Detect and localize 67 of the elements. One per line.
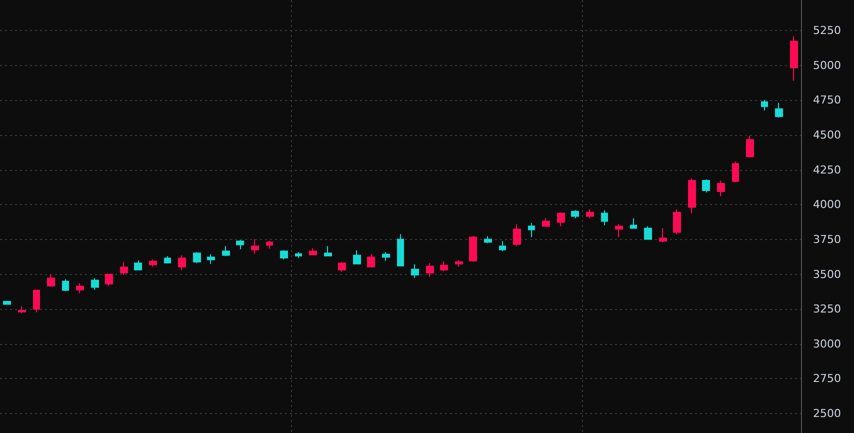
candlestick <box>18 306 26 314</box>
candlestick <box>542 218 550 227</box>
candlestick <box>266 240 273 250</box>
candlestick <box>601 210 608 226</box>
candlestick <box>440 260 448 272</box>
candlestick <box>702 178 710 193</box>
y-tick-label: 3000 <box>813 337 841 350</box>
y-tick-label: 2750 <box>813 372 841 386</box>
y-tick-label: 3500 <box>813 268 841 281</box>
candlestick <box>149 258 157 268</box>
candlestick <box>324 246 332 256</box>
candlestick <box>120 262 128 276</box>
candlestick <box>528 222 535 238</box>
candlestick <box>76 282 84 294</box>
candlestick <box>105 274 113 286</box>
candlestick <box>499 240 506 252</box>
candlestick <box>62 278 69 292</box>
candlestick <box>732 161 739 183</box>
candlestick <box>309 248 317 256</box>
candlestick <box>557 212 565 227</box>
candlestick <box>484 236 492 244</box>
candlestick <box>644 226 652 240</box>
candlestick <box>33 290 40 313</box>
candlestick <box>659 228 667 243</box>
candlestick <box>338 262 346 272</box>
candlestick <box>426 262 434 278</box>
candlestick <box>353 250 361 264</box>
candlestick <box>688 178 696 214</box>
candlestick <box>222 246 230 257</box>
y-tick-label: 2500 <box>813 407 841 420</box>
candlestick <box>455 260 463 268</box>
candlestick <box>251 238 259 254</box>
candlestick <box>615 224 623 238</box>
candlestick <box>673 208 681 235</box>
candlestick <box>630 218 637 229</box>
candlestick <box>790 36 798 82</box>
candlestick <box>411 264 419 278</box>
candlestick <box>295 252 302 258</box>
candlestick <box>178 254 186 271</box>
y-tick-label: 5250 <box>813 24 841 38</box>
candlestick <box>164 256 171 264</box>
y-tick-label: 4000 <box>813 198 841 212</box>
candlestick <box>382 252 390 262</box>
y-tick-label: 3250 <box>813 302 841 316</box>
y-tick-label: 4250 <box>813 163 841 176</box>
candlestick <box>571 210 579 219</box>
candlestick <box>469 236 477 262</box>
y-tick-label: 4500 <box>813 128 841 142</box>
candlestick <box>367 254 375 268</box>
y-tick-label: 5000 <box>813 58 841 72</box>
candlestick <box>761 99 768 112</box>
candlestick <box>397 234 404 266</box>
candlestick <box>513 224 521 247</box>
candlestick <box>91 278 99 290</box>
candlestick <box>207 254 215 264</box>
y-tick-label: 3750 <box>813 232 841 246</box>
candlestick <box>193 252 201 264</box>
candlestick <box>775 102 783 118</box>
candlestick <box>717 180 725 197</box>
y-tick-label: 4750 <box>813 94 841 107</box>
candlestick <box>236 240 244 250</box>
candlestick <box>47 274 55 286</box>
candlestick <box>3 300 11 305</box>
candlestick <box>746 135 754 158</box>
candlestick <box>134 260 142 270</box>
candlestick <box>586 208 594 219</box>
candlestick <box>280 250 288 260</box>
